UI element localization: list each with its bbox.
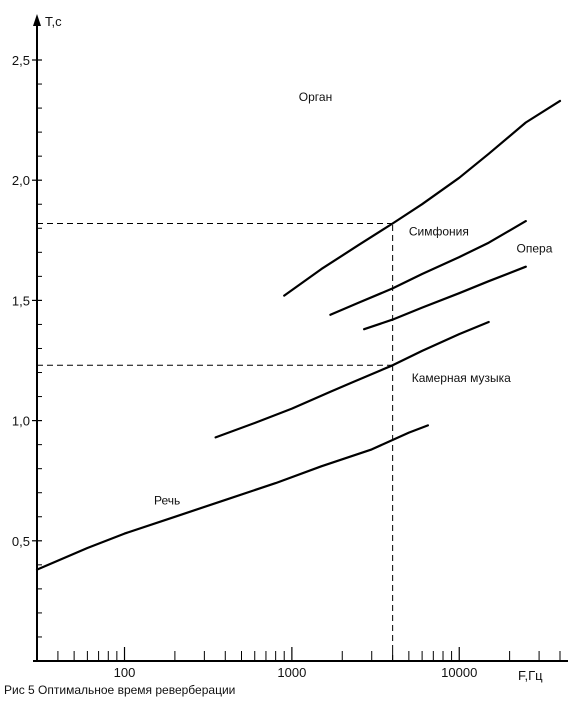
series-label-речь: Речь	[154, 494, 180, 508]
series-label-симфония: Симфония	[409, 224, 469, 238]
series-line-опера	[363, 265, 527, 331]
x-tick-label: 1000	[277, 665, 306, 680]
y-tick-label: 0,5	[12, 534, 30, 549]
series-line-речь	[35, 424, 429, 571]
reference-dashed-lines	[37, 222, 394, 661]
axis-ticks	[32, 59, 561, 661]
series-line-камерная-музыка	[214, 320, 490, 439]
y-axis-label: T,c	[45, 14, 62, 29]
series-label-камерная-музыка: Камерная музыка	[412, 371, 511, 385]
y-axis-arrow	[33, 14, 41, 26]
y-tick-label: 2,0	[12, 173, 30, 188]
series-curves	[35, 99, 562, 571]
series-label-опера: Опера	[517, 241, 553, 255]
y-tick-label: 1,5	[12, 293, 30, 308]
figure-caption: Рис 5 Оптимальное время реверберации	[4, 683, 236, 697]
series-label-орган: Орган	[299, 90, 332, 104]
y-tick-label: 2,5	[12, 53, 30, 68]
x-tick-label: 10000	[441, 665, 477, 680]
x-tick-label: 100	[114, 665, 136, 680]
x-axis-label: F,Гц	[518, 668, 543, 683]
text-labels: T,c F,Гц 0,5 1,0 1,5 2,0 2,5 100 1000 10000 Орган С…	[12, 14, 553, 683]
series-line-симфония	[329, 220, 527, 316]
y-tick-label: 1,0	[12, 414, 30, 429]
chart-axes	[33, 14, 568, 662]
series-line-орган	[283, 99, 562, 297]
